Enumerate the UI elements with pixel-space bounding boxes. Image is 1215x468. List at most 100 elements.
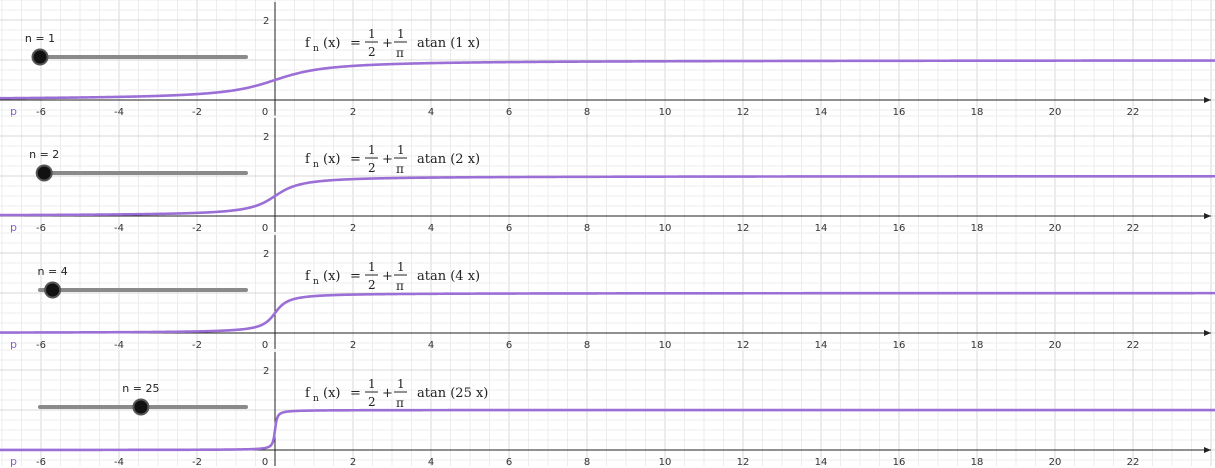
fraction-half-denominator: 2 [368,278,376,292]
x-tick-label: 20 [1049,223,1062,234]
formula-equals: = [350,269,361,284]
formula-function: atan (25 x) [417,386,488,401]
x-tick-label: 20 [1049,340,1062,351]
x-tick-label: 8 [584,223,590,234]
x-axis-arrow [1204,447,1211,453]
formula-equals: = [350,152,361,167]
x-tick-label: -4 [114,223,124,234]
function-curve [0,291,1215,334]
x-tick-label: 22 [1127,107,1140,118]
x-tick-label: 2 [350,457,356,468]
formula-lhs: f [305,269,311,284]
y-tick-label: 2 [263,249,269,260]
x-tick-label: 12 [737,223,750,234]
x-tick-label: 4 [428,340,434,351]
fraction-inv-denominator: π [396,162,404,176]
x-tick-label: 6 [506,223,512,234]
x-tick-label: -6 [36,107,46,118]
x-tick-label: -4 [114,457,124,468]
x-tick-label: -6 [36,457,46,468]
fraction-inv-denominator: π [396,396,404,410]
slider-label: n = 25 [122,382,159,395]
x-tick-label: 10 [659,457,672,468]
x-tick-label: 2 [350,223,356,234]
formula-function: atan (1 x) [417,36,480,51]
x-tick-label: 10 [659,107,672,118]
formula-lhs: f [305,386,311,401]
x-tick-label: 14 [815,457,828,468]
x-tick-label: 16 [893,340,906,351]
x-axis-arrow [1204,97,1211,103]
slider-knob[interactable] [31,48,49,66]
x-tick-label: 0 [262,457,268,468]
x-tick-label: 14 [815,107,828,118]
x-tick-label: 22 [1127,340,1140,351]
x-tick-label: -2 [192,223,202,234]
formula-plus: + [382,269,393,284]
x-tick-label: 2 [350,107,356,118]
function-curve [0,59,1215,100]
x-tick-label: 10 [659,223,672,234]
x-tick-label: 6 [506,107,512,118]
x-tick-label: 18 [971,340,984,351]
slider-knob[interactable] [132,398,150,416]
x-tick-label: 12 [737,340,750,351]
fraction-inv-numerator: 1 [397,377,405,391]
x-tick-label: -2 [192,457,202,468]
x-tick-label: 16 [893,107,906,118]
formula-function: atan (4 x) [417,269,480,284]
x-tick-label: -2 [192,107,202,118]
x-axis-arrow [1204,213,1211,219]
formula-subscript: n [313,277,319,287]
formula-label: f n (x) = 1 2 +1 π atan (25 x) [305,377,488,410]
x-tick-label: -6 [36,340,46,351]
x-tick-label: 22 [1127,457,1140,468]
x-tick-label: -4 [114,340,124,351]
fraction-half-numerator: 1 [368,27,376,41]
fraction-inv-denominator: π [396,279,404,293]
slider-knob[interactable] [44,281,62,299]
formula-arg: (x) [323,152,340,167]
formula-arg: (x) [323,269,340,284]
fraction-half-numerator: 1 [368,260,376,274]
x-tick-label: 0 [262,340,268,351]
function-curve [0,408,1215,452]
x-tick-label: 16 [893,457,906,468]
fraction-half-denominator: 2 [368,395,376,409]
x-tick-label: 6 [506,457,512,468]
x-tick-label: 14 [815,340,828,351]
x-tick-label: 8 [584,457,590,468]
formula-subscript: n [313,160,319,170]
fraction-inv-denominator: π [396,46,404,60]
x-tick-label: -6 [36,223,46,234]
x-tick-label: 6 [506,340,512,351]
point-label: p [10,338,17,351]
y-tick-label: 2 [263,366,269,377]
y-tick-label: 2 [263,16,269,27]
fraction-inv-numerator: 1 [397,260,405,274]
x-tick-label: 16 [893,223,906,234]
formula-equals: = [350,386,361,401]
x-tick-label: 8 [584,340,590,351]
x-tick-label: 20 [1049,107,1062,118]
point-label: p [10,221,17,234]
slider-knob[interactable] [35,164,53,182]
formula-equals: = [350,36,361,51]
function-curve [0,174,1215,217]
fraction-half-denominator: 2 [368,45,376,59]
point-label: p [10,455,17,468]
formula-label: f n (x) = 1 2 +1 π atan (4 x) [305,260,480,293]
fraction-inv-numerator: 1 [397,143,405,157]
formula-lhs: f [305,36,311,51]
x-tick-label: -4 [114,107,124,118]
x-tick-label: 2 [350,340,356,351]
x-tick-label: 12 [737,107,750,118]
x-tick-label: 0 [262,107,268,118]
slider-label: n = 4 [38,265,68,278]
fraction-half-numerator: 1 [368,143,376,157]
